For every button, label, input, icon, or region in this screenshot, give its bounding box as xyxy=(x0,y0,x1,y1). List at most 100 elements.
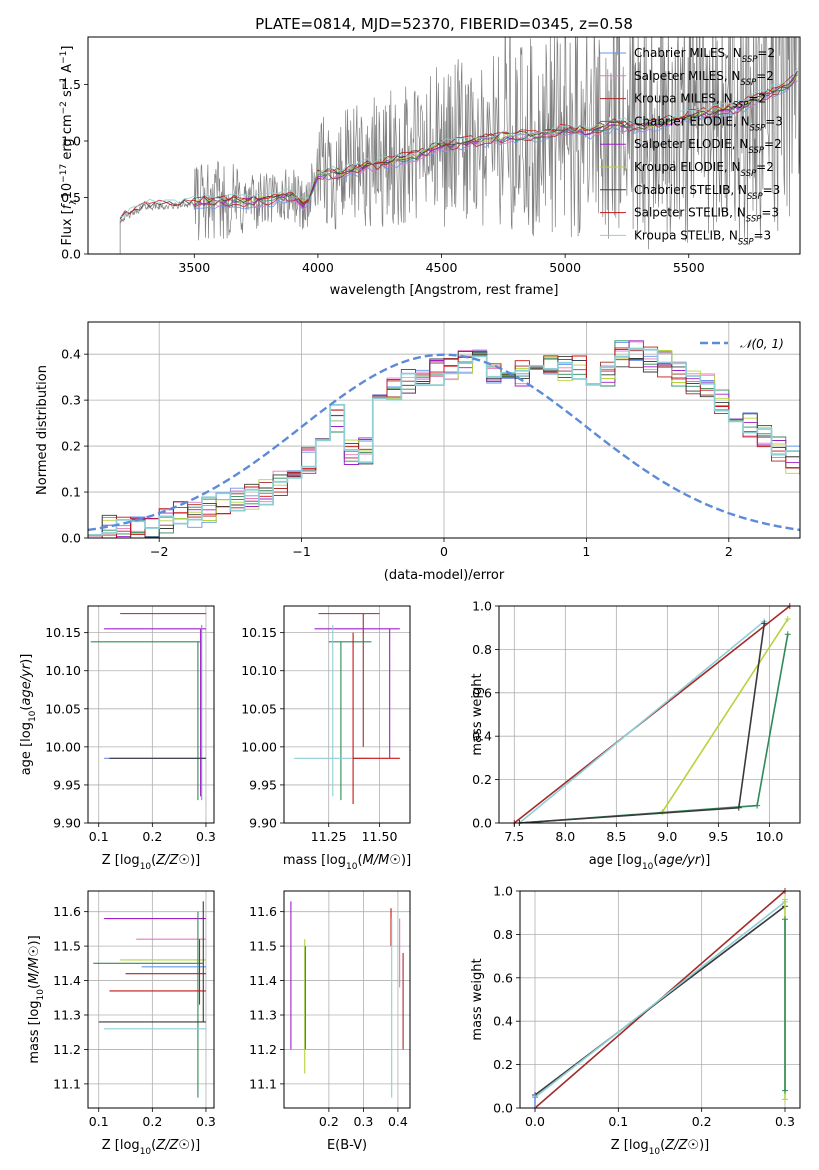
y-tick-label: 1.0 xyxy=(472,599,492,614)
spectrum-plot-area xyxy=(119,37,800,254)
y-tick-label: 0.2 xyxy=(493,1057,513,1072)
legend-entry-name: Salpeter STELIB, N xyxy=(634,206,746,220)
x-axis-label-part: 10 xyxy=(140,1147,152,1157)
legend-entry-subscript: SSP xyxy=(741,169,757,179)
x-tick-label: 0.2 xyxy=(142,1114,162,1129)
x-tick-label: 0.3 xyxy=(353,1114,373,1129)
x-tick-label: 0.1 xyxy=(89,829,109,844)
model-spectrum-line xyxy=(194,74,798,208)
y-axis-label-part: −2 xyxy=(59,101,69,114)
x-axis-label-part: mass [log xyxy=(283,853,346,868)
y-tick-label: 0.8 xyxy=(472,642,492,657)
x-axis-label-part: Z [log xyxy=(102,853,140,868)
x-axis-label: age [log10(age/yr)] xyxy=(589,853,711,872)
x-tick-label: 11.50 xyxy=(362,829,398,844)
x-tick-label: 0.1 xyxy=(608,1114,628,1129)
x-tick-label: 5000 xyxy=(549,260,581,275)
y-axis-label-part: 10 xyxy=(60,183,75,200)
legend-entry-count: =3 xyxy=(761,206,779,220)
y-axis-label: mass weight xyxy=(470,673,485,755)
gaussian-reference-curve xyxy=(88,353,800,532)
y-tick-label: 0.5 xyxy=(61,190,81,205)
x-axis-label-part: age [log xyxy=(589,853,642,868)
legend-entry-name: Kroupa ELODIE, N xyxy=(634,160,741,174)
x-tick-label: 0.2 xyxy=(142,829,162,844)
y-axis-label: mass weight xyxy=(470,958,485,1040)
x-tick-label: 3500 xyxy=(178,260,210,275)
y-tick-label: 9.90 xyxy=(249,816,277,831)
legend-entry-subscript: SSP xyxy=(742,55,758,65)
y-tick-label: 1.0 xyxy=(493,884,513,899)
legend-entry-subscript: SSP xyxy=(733,101,749,111)
legend-entry-subscript: SSP xyxy=(741,78,757,88)
y-tick-label: 11.6 xyxy=(53,904,81,919)
y-tick-label: 9.95 xyxy=(53,777,81,792)
legend-entry: Salpeter STELIB, NSSP=3 xyxy=(634,206,779,225)
x-axis-label-part: )] xyxy=(190,853,200,868)
y-tick-label: 11.1 xyxy=(53,1076,81,1091)
x-axis-label: Z [log10(Z/Z☉)] xyxy=(611,1138,709,1157)
y-axis-label-part: f xyxy=(60,202,75,209)
y-tick-label: 10.15 xyxy=(45,625,81,640)
mass-weight-vs-z-panel: 0.0 0.1 0.2 0.3 0.0 0.2 0.4 0.6 0.8 1.0 Z [log10(Z… xyxy=(470,884,801,1157)
x-axis-label-part: )] xyxy=(700,853,710,868)
age-vs-z-panel: 0.1 0.2 0.3 9.90 9.95 10.00 10.05 10.10 10.15 Z [… xyxy=(19,605,216,872)
age-vs-z-plot-area xyxy=(90,613,206,801)
y-axis-label-part: A xyxy=(60,64,75,77)
residual-histogram xyxy=(88,341,800,538)
x-axis-label-part: Z/Z☉ xyxy=(155,1138,190,1153)
model-spectrum-line xyxy=(194,79,798,212)
x-tick-label: 2 xyxy=(725,544,733,559)
mass-weight-marker xyxy=(761,620,768,627)
x-axis-label: (data-model)/error xyxy=(384,568,505,583)
residual-histogram xyxy=(88,340,800,538)
chart-title: PLATE=0814, MJD=52370, FIBERID=0345, z=0… xyxy=(255,15,633,33)
residual-histogram xyxy=(88,347,800,536)
spectrum-panel: 3500 4000 4500 5000 5500 0.0 0.5 1.0 1.5 PLATE=08… xyxy=(59,15,801,298)
x-axis-label-part: E(B-V) xyxy=(327,1138,367,1153)
mass-weight-marker xyxy=(782,1096,788,1103)
x-axis-label-part: M/M☉ xyxy=(363,853,401,868)
legend-entry-count: =2 xyxy=(757,46,775,60)
mass-weight-marker xyxy=(782,896,788,903)
y-tick-label: 10.05 xyxy=(45,701,81,716)
mass-weight-marker xyxy=(782,1087,788,1094)
x-tick-label: 5500 xyxy=(673,260,705,275)
mass-weight-marker xyxy=(784,631,791,638)
legend-entry-count: =3 xyxy=(763,183,781,197)
y-tick-label: 11.3 xyxy=(53,1008,81,1023)
x-tick-label: 0.1 xyxy=(89,1114,109,1129)
y-axis-label-part: −17 xyxy=(59,164,69,183)
observed-spectrum xyxy=(119,37,800,250)
mass-weight-marker xyxy=(532,1094,538,1101)
legend-entry-name: Salpeter MILES, N xyxy=(634,69,741,83)
mass-vs-z-plot-area xyxy=(93,901,206,1098)
y-axis-label-part: ] xyxy=(60,46,75,51)
x-tick-label: 4000 xyxy=(302,260,334,275)
y-axis-label-part: erg cm xyxy=(60,114,75,163)
legend-entry-count: =2 xyxy=(764,137,782,151)
legend-entry: Chabrier ELODIE, NSSP=3 xyxy=(634,114,783,133)
y-tick-label: 11.4 xyxy=(53,973,81,988)
x-axis-label: wavelength [Angstrom, rest frame] xyxy=(330,283,559,298)
x-axis-label-part: ( xyxy=(151,1138,156,1153)
y-tick-label: 11.3 xyxy=(249,1008,277,1023)
legend-entry-count: =2 xyxy=(756,69,774,83)
x-axis-label-part: Z/Z☉ xyxy=(664,1138,699,1153)
y-axis-label-part: age [log xyxy=(19,722,34,775)
age-vs-mass-panel: 11.25 11.50 9.90 9.95 10.00 10.05 10.10 10.15 ma… xyxy=(241,605,411,872)
axes-frame xyxy=(283,605,411,824)
x-tick-label: 0.2 xyxy=(692,1114,712,1129)
x-axis-label-part: Z [log xyxy=(102,1138,140,1153)
y-tick-label: 1.5 xyxy=(61,77,81,92)
legend-entry-subscript: SSP xyxy=(746,215,762,225)
x-axis-label: Z [log10(Z/Z☉)] xyxy=(102,1138,200,1157)
model-spectrum-line xyxy=(119,70,798,220)
x-tick-label: 0.2 xyxy=(319,1114,339,1129)
mass-weight-vs-age-panel: 7.5 8.0 8.5 9.0 9.5 10.0 0.0 0.2 0.4 0.6 0.8 1.0 age… xyxy=(470,599,801,872)
y-tick-label: 0.6 xyxy=(493,970,513,985)
y-axis-label-part: Flux [ xyxy=(60,209,75,245)
mass-weight-marker xyxy=(782,916,788,923)
y-tick-label: 0.0 xyxy=(493,1101,513,1116)
